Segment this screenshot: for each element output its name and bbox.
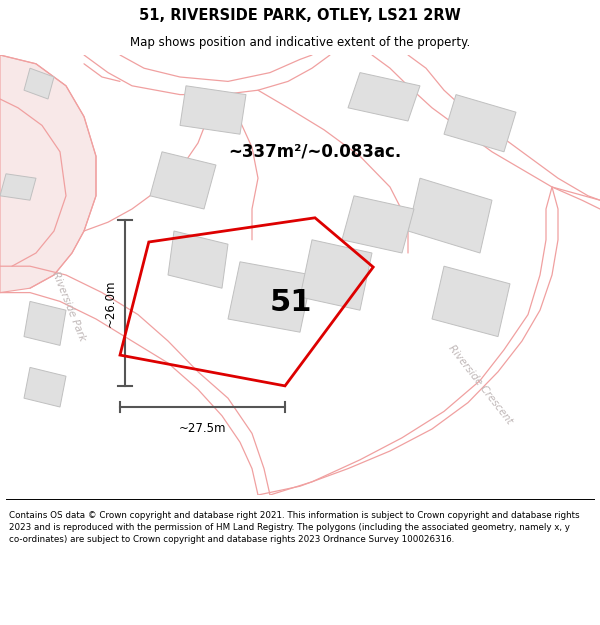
Polygon shape: [0, 99, 66, 266]
Text: ~337m²/~0.083ac.: ~337m²/~0.083ac.: [228, 142, 401, 161]
Polygon shape: [300, 240, 372, 310]
Text: Riverside Crescent: Riverside Crescent: [446, 344, 514, 426]
Polygon shape: [150, 152, 216, 209]
Polygon shape: [228, 262, 312, 332]
Polygon shape: [0, 174, 36, 200]
Polygon shape: [432, 266, 510, 337]
Polygon shape: [408, 178, 492, 253]
Polygon shape: [168, 231, 228, 288]
Text: Map shows position and indicative extent of the property.: Map shows position and indicative extent…: [130, 36, 470, 49]
Polygon shape: [180, 86, 246, 134]
Polygon shape: [24, 68, 54, 99]
Polygon shape: [24, 301, 66, 346]
Polygon shape: [342, 196, 414, 253]
Polygon shape: [24, 368, 66, 407]
Polygon shape: [444, 94, 516, 152]
Polygon shape: [0, 55, 96, 292]
Text: 51, RIVERSIDE PARK, OTLEY, LS21 2RW: 51, RIVERSIDE PARK, OTLEY, LS21 2RW: [139, 8, 461, 23]
Text: ~26.0m: ~26.0m: [103, 279, 116, 327]
Text: Riverside Park: Riverside Park: [50, 269, 88, 342]
Text: ~27.5m: ~27.5m: [179, 422, 226, 436]
Text: Contains OS data © Crown copyright and database right 2021. This information is : Contains OS data © Crown copyright and d…: [9, 511, 580, 544]
Text: 51: 51: [269, 288, 311, 317]
Polygon shape: [348, 72, 420, 121]
